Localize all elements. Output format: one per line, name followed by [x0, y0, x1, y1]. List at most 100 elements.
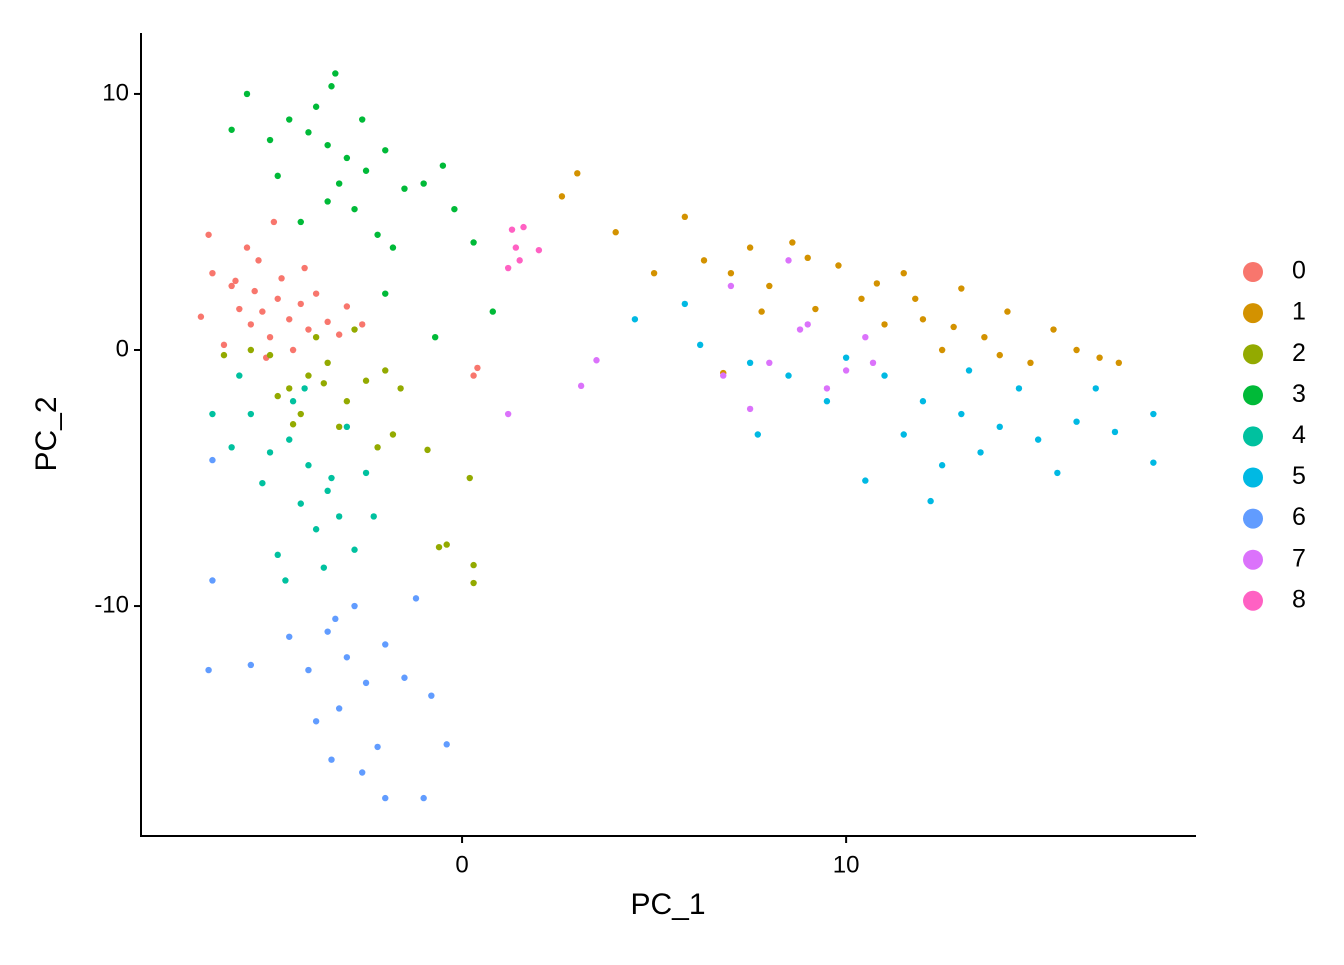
point: [785, 257, 792, 264]
point: [612, 229, 619, 236]
point: [431, 333, 439, 341]
x-tick-label: 0: [455, 851, 468, 878]
point: [508, 226, 516, 233]
point: [1015, 385, 1023, 392]
point: [766, 282, 773, 290]
point: [397, 385, 404, 392]
point: [351, 326, 358, 333]
point: [274, 172, 281, 180]
point: [247, 346, 255, 354]
point: [1054, 469, 1061, 477]
point: [504, 264, 512, 272]
point: [489, 308, 496, 315]
point: [320, 380, 328, 387]
legend-label: 5: [1292, 462, 1306, 490]
point: [286, 436, 293, 443]
point: [251, 287, 258, 295]
point: [362, 167, 370, 174]
point: [351, 602, 358, 610]
point: [796, 326, 804, 333]
point: [1150, 459, 1157, 466]
point: [862, 333, 869, 341]
point: [343, 303, 351, 310]
point: [401, 674, 408, 681]
point: [443, 741, 450, 748]
point: [247, 321, 255, 328]
legend-swatch: [1243, 508, 1263, 529]
point: [382, 367, 389, 374]
point: [631, 316, 639, 323]
x-axis-title: PC_1: [630, 888, 705, 921]
point: [424, 446, 431, 454]
point: [220, 351, 228, 359]
point: [535, 246, 543, 254]
point: [286, 316, 293, 323]
point: [754, 431, 761, 438]
point: [1027, 359, 1034, 367]
point: [335, 705, 343, 712]
point: [236, 305, 243, 313]
point: [312, 526, 320, 533]
point: [266, 136, 274, 144]
point: [289, 346, 297, 354]
point: [470, 372, 477, 379]
legend-label: 6: [1292, 503, 1306, 531]
point: [858, 295, 865, 302]
point: [255, 257, 262, 264]
point: [958, 285, 965, 292]
point: [243, 90, 251, 98]
point: [746, 244, 754, 251]
point: [520, 223, 527, 231]
point: [362, 679, 370, 687]
point: [958, 410, 965, 418]
point: [266, 351, 274, 359]
point: [297, 500, 304, 507]
point: [305, 326, 312, 333]
point: [324, 628, 331, 635]
point: [681, 300, 689, 308]
point: [332, 70, 339, 77]
point: [466, 474, 473, 482]
point: [389, 244, 397, 251]
point: [996, 351, 1003, 359]
point: [374, 444, 381, 451]
point: [746, 359, 754, 367]
point: [343, 423, 351, 431]
legend-label: 1: [1292, 298, 1306, 326]
point: [370, 513, 377, 520]
point: [681, 213, 689, 221]
point: [382, 290, 389, 297]
point: [389, 431, 397, 438]
point: [359, 769, 366, 776]
point: [332, 615, 339, 623]
point: [869, 359, 877, 367]
legend-label: 3: [1292, 380, 1306, 408]
point: [577, 382, 585, 390]
legend-label: 7: [1292, 544, 1306, 572]
point: [1073, 346, 1080, 354]
point: [919, 316, 927, 323]
point: [209, 577, 216, 584]
legend-swatch: [1243, 344, 1263, 365]
point: [950, 323, 957, 331]
point: [374, 743, 381, 751]
legend-swatch: [1243, 426, 1263, 447]
point: [243, 244, 251, 251]
point: [412, 595, 420, 602]
point: [205, 666, 212, 674]
point: [428, 692, 435, 699]
point: [362, 377, 370, 384]
point: [305, 372, 312, 379]
legend-label: 4: [1292, 421, 1306, 449]
point: [274, 392, 281, 400]
point: [593, 357, 600, 364]
point: [351, 546, 358, 553]
x-tick-label: 10: [833, 851, 860, 878]
legend-swatch: [1243, 467, 1263, 488]
point: [977, 449, 984, 456]
point: [382, 147, 389, 154]
point: [996, 423, 1003, 431]
point: [328, 474, 335, 482]
point: [343, 154, 351, 162]
